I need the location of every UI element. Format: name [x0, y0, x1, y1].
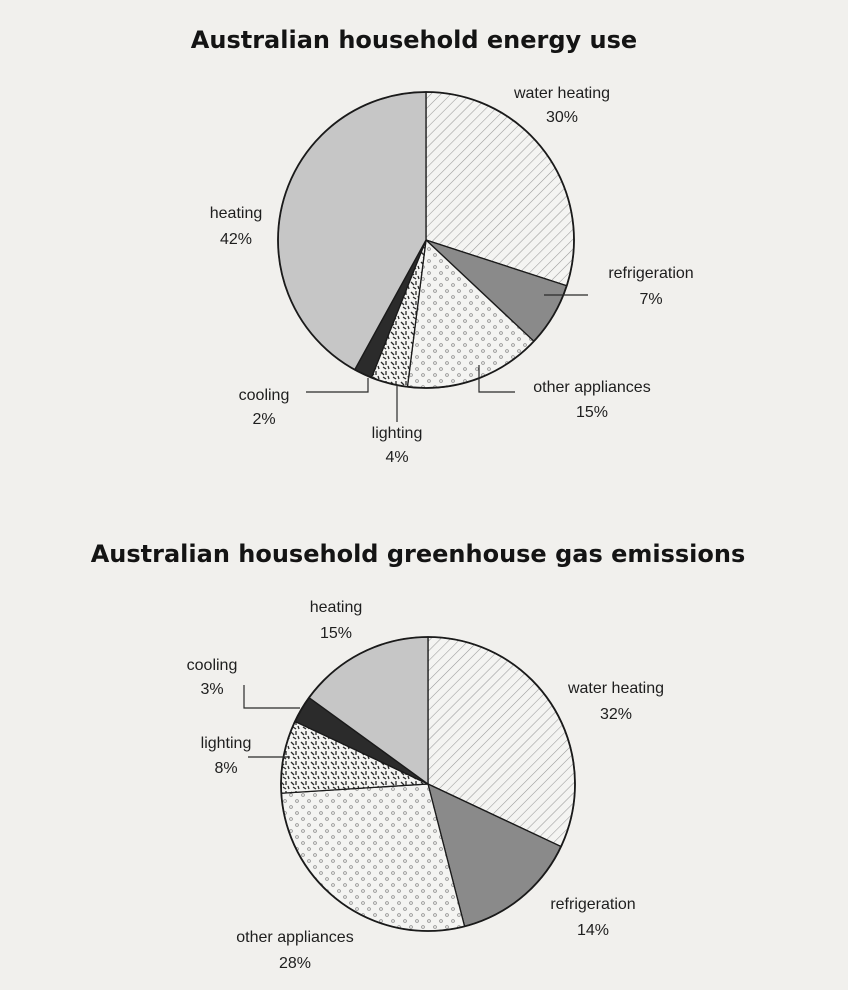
slice-label-refrigeration-emissions: refrigeration — [550, 896, 635, 913]
chart-title-energy-use: Australian household energy use — [191, 26, 637, 54]
slice-value-lighting: 4% — [385, 449, 408, 466]
slice-label-lighting-emissions: lighting — [201, 735, 252, 752]
pie-chart-greenhouse-emissions: Australian household greenhouse gas emis… — [91, 540, 746, 972]
slice-label-water-heating: water heating — [513, 85, 610, 102]
leader-line-cooling-emissions — [243, 685, 300, 709]
slice-label-water-heating-emissions: water heating — [567, 680, 664, 697]
slice-value-other-appliances-emissions: 28% — [279, 955, 311, 972]
slice-label-heating-emissions: heating — [310, 599, 363, 616]
chart-title-greenhouse-emissions: Australian household greenhouse gas emis… — [91, 540, 746, 568]
slice-value-heating-emissions: 15% — [320, 625, 352, 642]
slice-value-cooling: 2% — [252, 411, 275, 428]
leader-line-other-appliances — [478, 365, 515, 393]
leader-line-cooling — [306, 378, 369, 393]
slice-value-refrigeration: 7% — [639, 291, 662, 308]
slice-value-water-heating: 30% — [546, 109, 578, 126]
slice-value-other-appliances: 15% — [576, 404, 608, 421]
slice-value-water-heating-emissions: 32% — [600, 706, 632, 723]
pie-chart-energy-use: Australian household energy use water he… — [191, 26, 694, 466]
slice-label-refrigeration: refrigeration — [608, 265, 693, 282]
slice-label-cooling: cooling — [239, 387, 290, 404]
pie-slices-greenhouse-emissions — [280, 636, 576, 932]
slice-label-other-appliances: other appliances — [533, 379, 650, 396]
slice-label-other-appliances-emissions: other appliances — [236, 929, 353, 946]
pie-outline-energy-use — [277, 91, 575, 389]
slice-label-lighting: lighting — [372, 425, 423, 442]
slice-value-heating: 42% — [220, 231, 252, 248]
pie-outline-greenhouse-emissions — [280, 636, 576, 932]
slice-value-lighting-emissions: 8% — [214, 760, 237, 777]
slice-value-refrigeration-emissions: 14% — [577, 922, 609, 939]
pie-slices-energy-use — [277, 91, 575, 389]
slice-label-heating: heating — [210, 205, 263, 222]
slice-label-cooling-emissions: cooling — [187, 657, 238, 674]
slice-value-cooling-emissions: 3% — [200, 681, 223, 698]
